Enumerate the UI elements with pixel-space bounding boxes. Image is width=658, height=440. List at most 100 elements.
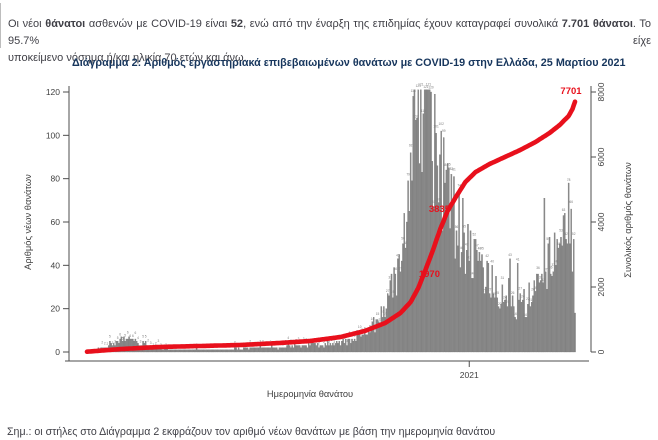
bar	[409, 152, 412, 353]
total-deaths-end-label: 7701	[560, 86, 582, 97]
bar	[392, 297, 394, 353]
bar-value-label: 6	[135, 331, 137, 335]
bar	[194, 349, 197, 353]
chart-title: Διάγραμμα 2: Αριθμός εργαστηριακά επιβεβ…	[72, 57, 626, 69]
bar-value-label: 110	[421, 109, 426, 113]
bar-value-label: 16	[383, 312, 387, 316]
bar	[492, 293, 495, 353]
bar-value-label: 45	[480, 246, 484, 250]
bar	[222, 349, 225, 353]
bar	[338, 341, 340, 353]
bar	[352, 341, 355, 353]
right-axis-title: Συνολικός αριθμός θανάτων	[623, 162, 633, 278]
bar-value-label: 20	[498, 302, 502, 306]
bar	[469, 230, 472, 353]
bar	[296, 345, 298, 353]
bar	[397, 258, 399, 353]
bar	[268, 347, 270, 353]
bar	[364, 332, 366, 353]
bar	[402, 243, 404, 353]
bar	[245, 347, 247, 353]
bar	[539, 280, 542, 353]
bar-value-label: 36	[536, 266, 540, 270]
bar-value-label: 99	[442, 129, 446, 133]
bar	[495, 276, 497, 353]
bar-value-label: 9	[364, 326, 366, 330]
left-axis-tick-label: 0	[55, 347, 60, 357]
bar-value-label: 102	[439, 122, 445, 126]
bar	[181, 349, 184, 353]
bar-value-label: 2	[323, 340, 325, 344]
bar	[523, 289, 525, 353]
left-axis-tick-label: 60	[51, 217, 61, 227]
bar	[356, 334, 358, 353]
bar	[353, 338, 356, 353]
bar-value-label: 26	[531, 288, 535, 292]
bar-value-label: 2	[107, 342, 109, 346]
bar-value-label: 3	[346, 339, 348, 343]
bar-value-label: 42	[485, 254, 489, 258]
bar	[216, 349, 218, 353]
bar	[129, 338, 132, 353]
bar	[426, 89, 428, 353]
bar	[240, 349, 242, 353]
bar-value-label: 16	[513, 312, 517, 316]
bar	[467, 224, 469, 353]
bar	[305, 345, 307, 353]
bar	[454, 258, 456, 353]
bar	[490, 297, 492, 353]
bar	[365, 334, 367, 353]
bar-value-label: 25	[493, 292, 497, 296]
bar	[171, 349, 174, 353]
bar-value-label: 22	[526, 297, 530, 301]
bar-value-label: 92	[409, 144, 413, 148]
bar	[411, 180, 413, 353]
bar	[127, 338, 129, 353]
bar	[487, 263, 490, 353]
bar	[390, 273, 393, 353]
bar-value-label: 27	[488, 287, 492, 291]
bar	[339, 345, 342, 353]
bar-value-label: 2	[318, 341, 320, 345]
bar	[232, 349, 235, 353]
bar-value-label: 120	[428, 86, 434, 90]
bar	[509, 258, 511, 353]
page-edge-line	[0, 3, 1, 48]
bar	[423, 89, 426, 353]
bar	[520, 302, 523, 353]
bar	[269, 347, 272, 353]
bar-value-label: 26	[511, 291, 515, 295]
bar	[249, 347, 251, 353]
bar	[120, 336, 123, 353]
bar	[322, 345, 324, 353]
bar	[212, 349, 214, 353]
bar	[179, 349, 181, 353]
bar	[253, 347, 255, 353]
bar	[199, 349, 202, 353]
bar	[552, 271, 555, 353]
bar	[333, 345, 335, 353]
cumulative-line-path	[84, 99, 578, 354]
bar-value-label: 6	[129, 334, 131, 338]
bar	[239, 349, 241, 353]
bar-value-label: 50	[546, 237, 550, 241]
bar-value-label: 74	[457, 183, 461, 187]
bar-value-label: 3	[112, 341, 114, 345]
bar	[175, 349, 177, 353]
bar	[319, 345, 321, 353]
bar	[186, 349, 189, 353]
bar	[236, 349, 239, 353]
bar	[418, 163, 421, 353]
bar	[401, 260, 403, 353]
bar	[258, 347, 260, 353]
bar	[449, 228, 451, 353]
bar	[525, 317, 528, 353]
bar	[200, 349, 203, 353]
bar-value-label: 84	[445, 163, 449, 167]
bar	[248, 349, 250, 353]
bar	[282, 347, 284, 353]
bar-value-label: 2	[101, 341, 103, 345]
bar-value-label: 6	[127, 331, 129, 335]
bar	[264, 347, 267, 353]
bar	[541, 273, 543, 353]
